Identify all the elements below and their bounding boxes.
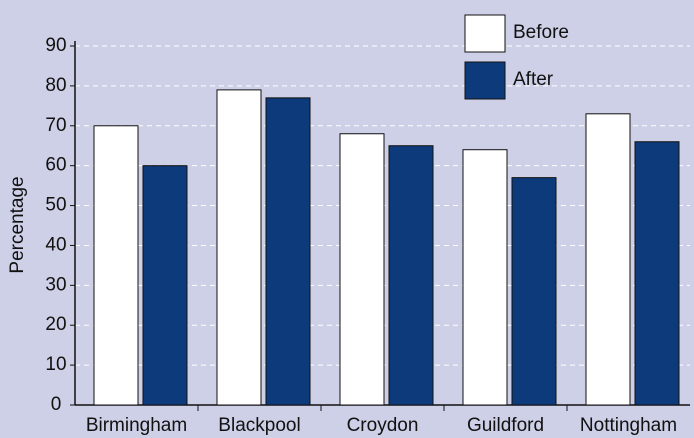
y-tick-label: 80 xyxy=(45,75,66,96)
bar xyxy=(511,177,557,406)
bar xyxy=(634,141,680,406)
bar xyxy=(93,125,139,406)
x-tick-label: Nottingham xyxy=(580,415,677,436)
legend-swatch xyxy=(464,14,506,53)
y-tick-label: 60 xyxy=(45,155,66,176)
bar xyxy=(462,149,508,406)
x-tick-label: Blackpool xyxy=(218,415,300,436)
y-tick-label: 0 xyxy=(51,394,62,415)
legend-swatch xyxy=(464,61,506,100)
x-tick-label: Guildford xyxy=(467,415,544,436)
bar xyxy=(216,89,262,406)
x-tick-label: Croydon xyxy=(347,415,419,436)
bar xyxy=(585,113,631,406)
bar xyxy=(388,145,434,406)
bar xyxy=(142,165,188,406)
x-tick-label: Birmingham xyxy=(86,415,187,436)
y-tick-label: 30 xyxy=(45,274,66,295)
y-tick-label: 10 xyxy=(45,354,66,375)
bar xyxy=(339,133,385,406)
y-tick-label: 40 xyxy=(45,234,66,255)
legend-label: Before xyxy=(513,22,569,43)
y-axis-label: Percentage xyxy=(7,176,28,273)
y-tick-label: 20 xyxy=(45,314,66,335)
legend-label: After xyxy=(513,69,554,90)
bar xyxy=(265,97,311,406)
y-tick-label: 90 xyxy=(45,35,66,56)
y-tick-label: 70 xyxy=(45,115,66,136)
y-tick-label: 50 xyxy=(45,195,66,216)
